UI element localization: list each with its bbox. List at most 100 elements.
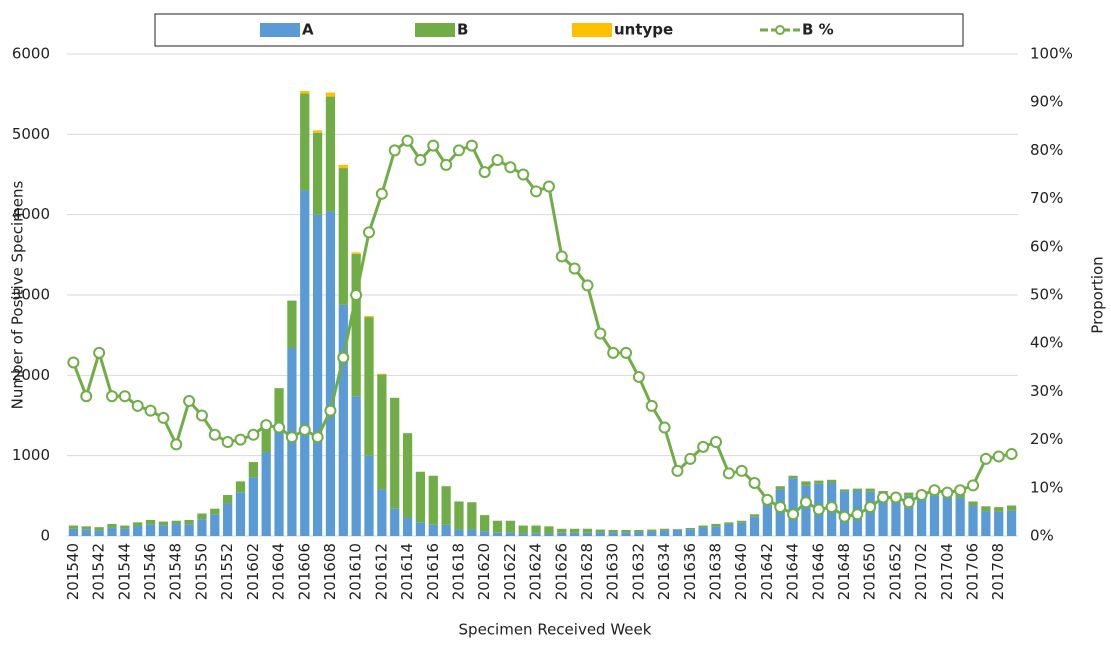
bar-segment	[865, 488, 875, 492]
line-marker	[915, 489, 928, 502]
x-tick-label: 201652	[886, 543, 904, 600]
line-marker	[774, 501, 787, 514]
x-tick-label: 201628	[578, 543, 596, 600]
line-marker	[234, 433, 247, 446]
line-marker	[542, 180, 555, 193]
bar-segment	[724, 522, 734, 524]
legend-marker	[775, 25, 785, 35]
line-marker	[902, 496, 915, 509]
y2-tick-label: 70%	[1030, 189, 1063, 207]
bar-segment	[570, 532, 580, 536]
bar-segment	[428, 524, 438, 536]
line-marker	[170, 438, 183, 451]
x-tick-label: 201620	[475, 543, 493, 600]
x-tick-label: 201644	[784, 543, 802, 600]
line-marker	[787, 508, 800, 521]
bar-segment	[300, 93, 310, 191]
bar-segment	[749, 516, 760, 536]
y-tick-label: 5000	[12, 125, 50, 143]
bar-segment	[942, 496, 952, 536]
line-marker	[363, 226, 376, 239]
bar-segment	[814, 480, 824, 484]
bar-segment	[364, 455, 374, 536]
bar-segment	[467, 502, 477, 530]
line-marker	[620, 346, 633, 359]
bar-segment	[557, 532, 567, 536]
bar-segment	[107, 527, 117, 536]
bar-segment	[415, 471, 426, 523]
bar-segment	[158, 525, 169, 536]
bar-segment	[390, 508, 400, 536]
x-tick-label: 201704	[938, 543, 956, 600]
x-tick-label: 201612	[372, 543, 390, 600]
line-marker	[285, 431, 298, 444]
bar-segment	[402, 517, 413, 536]
x-tick-label: 201542	[90, 543, 108, 600]
bar-segment	[659, 530, 670, 536]
bar-segment	[300, 190, 310, 537]
y-tick-label: 3000	[12, 286, 50, 304]
bar-segment	[865, 491, 875, 536]
y-tick-label: 6000	[12, 45, 50, 63]
legend-label: B %	[802, 21, 834, 39]
y2-tick-label: 10%	[1030, 478, 1063, 496]
x-tick-label: 201606	[295, 543, 313, 600]
line-marker	[388, 144, 401, 157]
bar-segment	[248, 477, 258, 536]
bar-segment	[441, 524, 451, 536]
x-tick-label: 201632	[629, 543, 647, 600]
bar-segment	[647, 529, 657, 532]
line-marker	[195, 409, 208, 422]
line-marker	[709, 436, 722, 449]
line-marker	[221, 436, 234, 449]
line-marker	[273, 421, 286, 434]
y-axis-title: Number of Positive Specimens	[9, 180, 27, 409]
y-tick-label: 4000	[12, 205, 50, 223]
bar-segment	[698, 525, 708, 528]
line-marker	[928, 484, 941, 497]
line-marker	[401, 134, 414, 147]
line-marker	[67, 356, 80, 369]
x-tick-label: 201608	[321, 543, 339, 600]
y2-tick-label: 40%	[1030, 334, 1063, 352]
bar-segment	[737, 520, 747, 523]
legend-label: A	[302, 21, 314, 39]
bar-segment	[364, 315, 374, 318]
line-marker	[375, 187, 388, 200]
bar-segment	[235, 481, 246, 493]
y-tick-label: 1000	[12, 446, 50, 464]
y2-tick-label: 50%	[1030, 286, 1063, 304]
bar-segment	[325, 92, 336, 97]
bar-segment	[634, 531, 644, 536]
line-marker	[440, 158, 453, 171]
line-marker	[799, 496, 812, 509]
line-marker	[748, 476, 761, 489]
bar-segment	[659, 528, 670, 531]
bar-segment	[801, 485, 811, 536]
bar-segment	[120, 528, 130, 536]
bar-segment	[955, 497, 965, 536]
line-marker	[864, 501, 877, 514]
bar-segment	[685, 527, 695, 530]
y2-axis-title: Proportion	[1089, 256, 1107, 333]
line-marker	[131, 399, 144, 412]
bar-segment	[377, 489, 387, 536]
bar-segment	[197, 513, 207, 520]
bar-segment	[428, 475, 438, 525]
line-marker	[825, 501, 838, 514]
x-tick-label: 201642	[758, 543, 776, 600]
bar-segment	[184, 524, 194, 536]
line-marker	[183, 395, 196, 408]
bar-segment	[737, 522, 747, 536]
bar-segment	[300, 90, 310, 94]
bar-segment	[647, 531, 657, 536]
bar-segment	[492, 520, 503, 533]
bar-segment	[415, 522, 426, 536]
y2-tick-label: 30%	[1030, 382, 1063, 400]
x-tick-label: 201610	[347, 543, 365, 600]
bar-segment	[531, 525, 541, 534]
bar-segment	[904, 495, 914, 536]
bar-segment	[158, 521, 169, 526]
y-tick-label: 2000	[12, 366, 50, 384]
bar-segment	[338, 168, 348, 305]
